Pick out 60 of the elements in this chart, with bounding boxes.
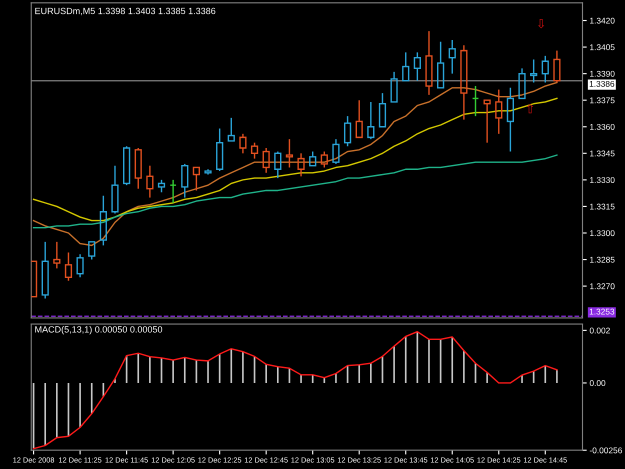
y-tick-label: 1.3285 — [590, 256, 615, 263]
candlestick — [448, 39, 456, 74]
ref-line-label: 1.3386 — [590, 80, 614, 87]
candlestick — [100, 195, 107, 246]
y-tick-label: 1.3330 — [590, 177, 615, 183]
y-tick-label: 1.3315 — [590, 204, 615, 210]
candlestick — [76, 254, 84, 278]
candlestick — [344, 115, 352, 147]
candlestick — [31, 260, 38, 298]
candlestick — [239, 133, 247, 154]
candlestick — [437, 41, 444, 88]
chart-title: MACD(5,13,1) 0.00050 0.00050 — [35, 326, 162, 334]
candlestick — [484, 100, 491, 144]
candlestick — [309, 150, 316, 166]
candlestick — [42, 241, 49, 300]
candlestick — [390, 71, 398, 103]
line-series — [32, 154, 558, 228]
candlestick — [553, 50, 561, 84]
ref-line-label: 1.3253 — [590, 308, 614, 315]
candlestick — [506, 87, 514, 152]
candlestick — [123, 146, 130, 186]
y-tick-label: 0.00 — [590, 380, 606, 386]
y-tick-label: 0.002 — [590, 328, 610, 334]
candlestick — [181, 163, 188, 198]
candlestick — [367, 101, 374, 140]
annotation: ⇩ — [538, 18, 544, 28]
candlestick — [274, 150, 282, 179]
candlestick — [88, 241, 96, 260]
candlestick — [228, 117, 235, 142]
y-tick-label: 1.3360 — [590, 124, 615, 130]
candlestick — [414, 52, 421, 82]
y-tick-label: 1.3300 — [590, 230, 615, 236]
candlestick — [495, 88, 502, 135]
y-tick-label: 1.3270 — [590, 283, 615, 290]
annotation: ⇧ — [527, 104, 534, 114]
candlestick — [402, 52, 410, 82]
candlestick — [53, 241, 60, 270]
y-tick-label: 1.3420 — [590, 18, 615, 24]
candlestick — [460, 44, 468, 120]
candlestick — [297, 152, 305, 178]
y-tick-label: 1.3375 — [590, 97, 615, 104]
candlestick — [216, 128, 224, 172]
candlestick — [356, 100, 363, 138]
candlestick — [320, 150, 328, 168]
y-tick-label: 1.3405 — [590, 44, 615, 50]
candlestick — [286, 138, 294, 168]
chart-title: EURUSDm,M5 1.3398 1.3403 1.3385 1.3386 — [35, 8, 216, 16]
line-series — [32, 98, 558, 222]
y-tick-label: 1.3345 — [590, 150, 615, 156]
candlestick — [146, 165, 154, 198]
candlestick — [472, 85, 480, 117]
candlestick — [192, 166, 200, 192]
candlestick — [542, 55, 549, 84]
candlestick — [530, 58, 538, 84]
candlestick — [262, 147, 270, 174]
candlestick — [170, 179, 177, 204]
candlestick — [378, 92, 386, 128]
y-tick-label: -0.00256 — [590, 447, 622, 454]
candlestick — [134, 147, 142, 190]
y-tick-label: 1.3390 — [590, 70, 615, 77]
